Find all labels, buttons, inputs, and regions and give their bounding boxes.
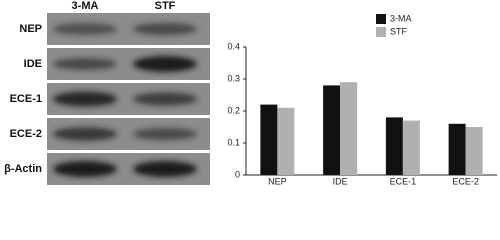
y-tick-label: 0.1 [227,137,240,147]
bar [277,107,295,175]
chart: 0 0.1 0.2 0.3 0.4 NEP IDE ECE-1 ECE-2 3-MA STF [227,13,497,186]
x-tick-label: ECE-1 [390,176,417,186]
y-tick-label: 0.2 [227,105,240,115]
y-tick-label: 0.4 [227,41,240,51]
bar [402,120,420,175]
blot-band [53,58,117,70]
figure: 3-MA STF NEP IDE ECE-1 ECE-2 β-Actin 0 0.1 0.2 0.… [4,0,497,186]
bar [323,85,341,175]
blot-band [133,23,197,35]
body: 3-MA STF NEP IDE ECE-1 ECE-2 β-Actin 0 0.1 0.2 0.… [4,0,497,187]
blot-band [133,92,197,106]
legend-label: STF [390,26,408,36]
bar [448,123,466,175]
legend-label: 3-MA [390,13,412,23]
blot-column-label: STF [155,0,176,12]
bar [340,82,358,175]
blot-band [53,161,117,177]
x-tick-label: ECE-2 [452,176,479,186]
blot-column-label: 3-MA [72,0,99,12]
blot-band [53,91,117,107]
page: {"blot": {"columns": ["3-MA", "STF"], "r… [4,0,497,187]
legend-swatch [376,14,386,24]
blot-row-label: IDE [24,58,42,70]
blot-band [133,161,197,177]
blot-row-label: NEP [19,23,42,35]
blot-row-label: β-Actin [4,163,42,175]
blot-band [53,127,117,141]
bar [385,117,403,175]
legend-swatch [376,27,386,37]
x-tick-label: IDE [333,176,348,186]
blot-row-label: ECE-2 [10,128,42,140]
blot-row-label: ECE-1 [10,93,42,105]
bar [465,127,483,175]
x-tick-label: NEP [268,176,287,186]
y-tick-label: 0 [235,169,240,179]
bar [260,104,278,175]
blot: 3-MA STF NEP IDE ECE-1 ECE-2 β-Actin [4,0,210,185]
blot-band [133,128,197,140]
blot-band [53,23,117,35]
y-tick-label: 0.3 [227,73,240,83]
blot-band [133,56,197,72]
